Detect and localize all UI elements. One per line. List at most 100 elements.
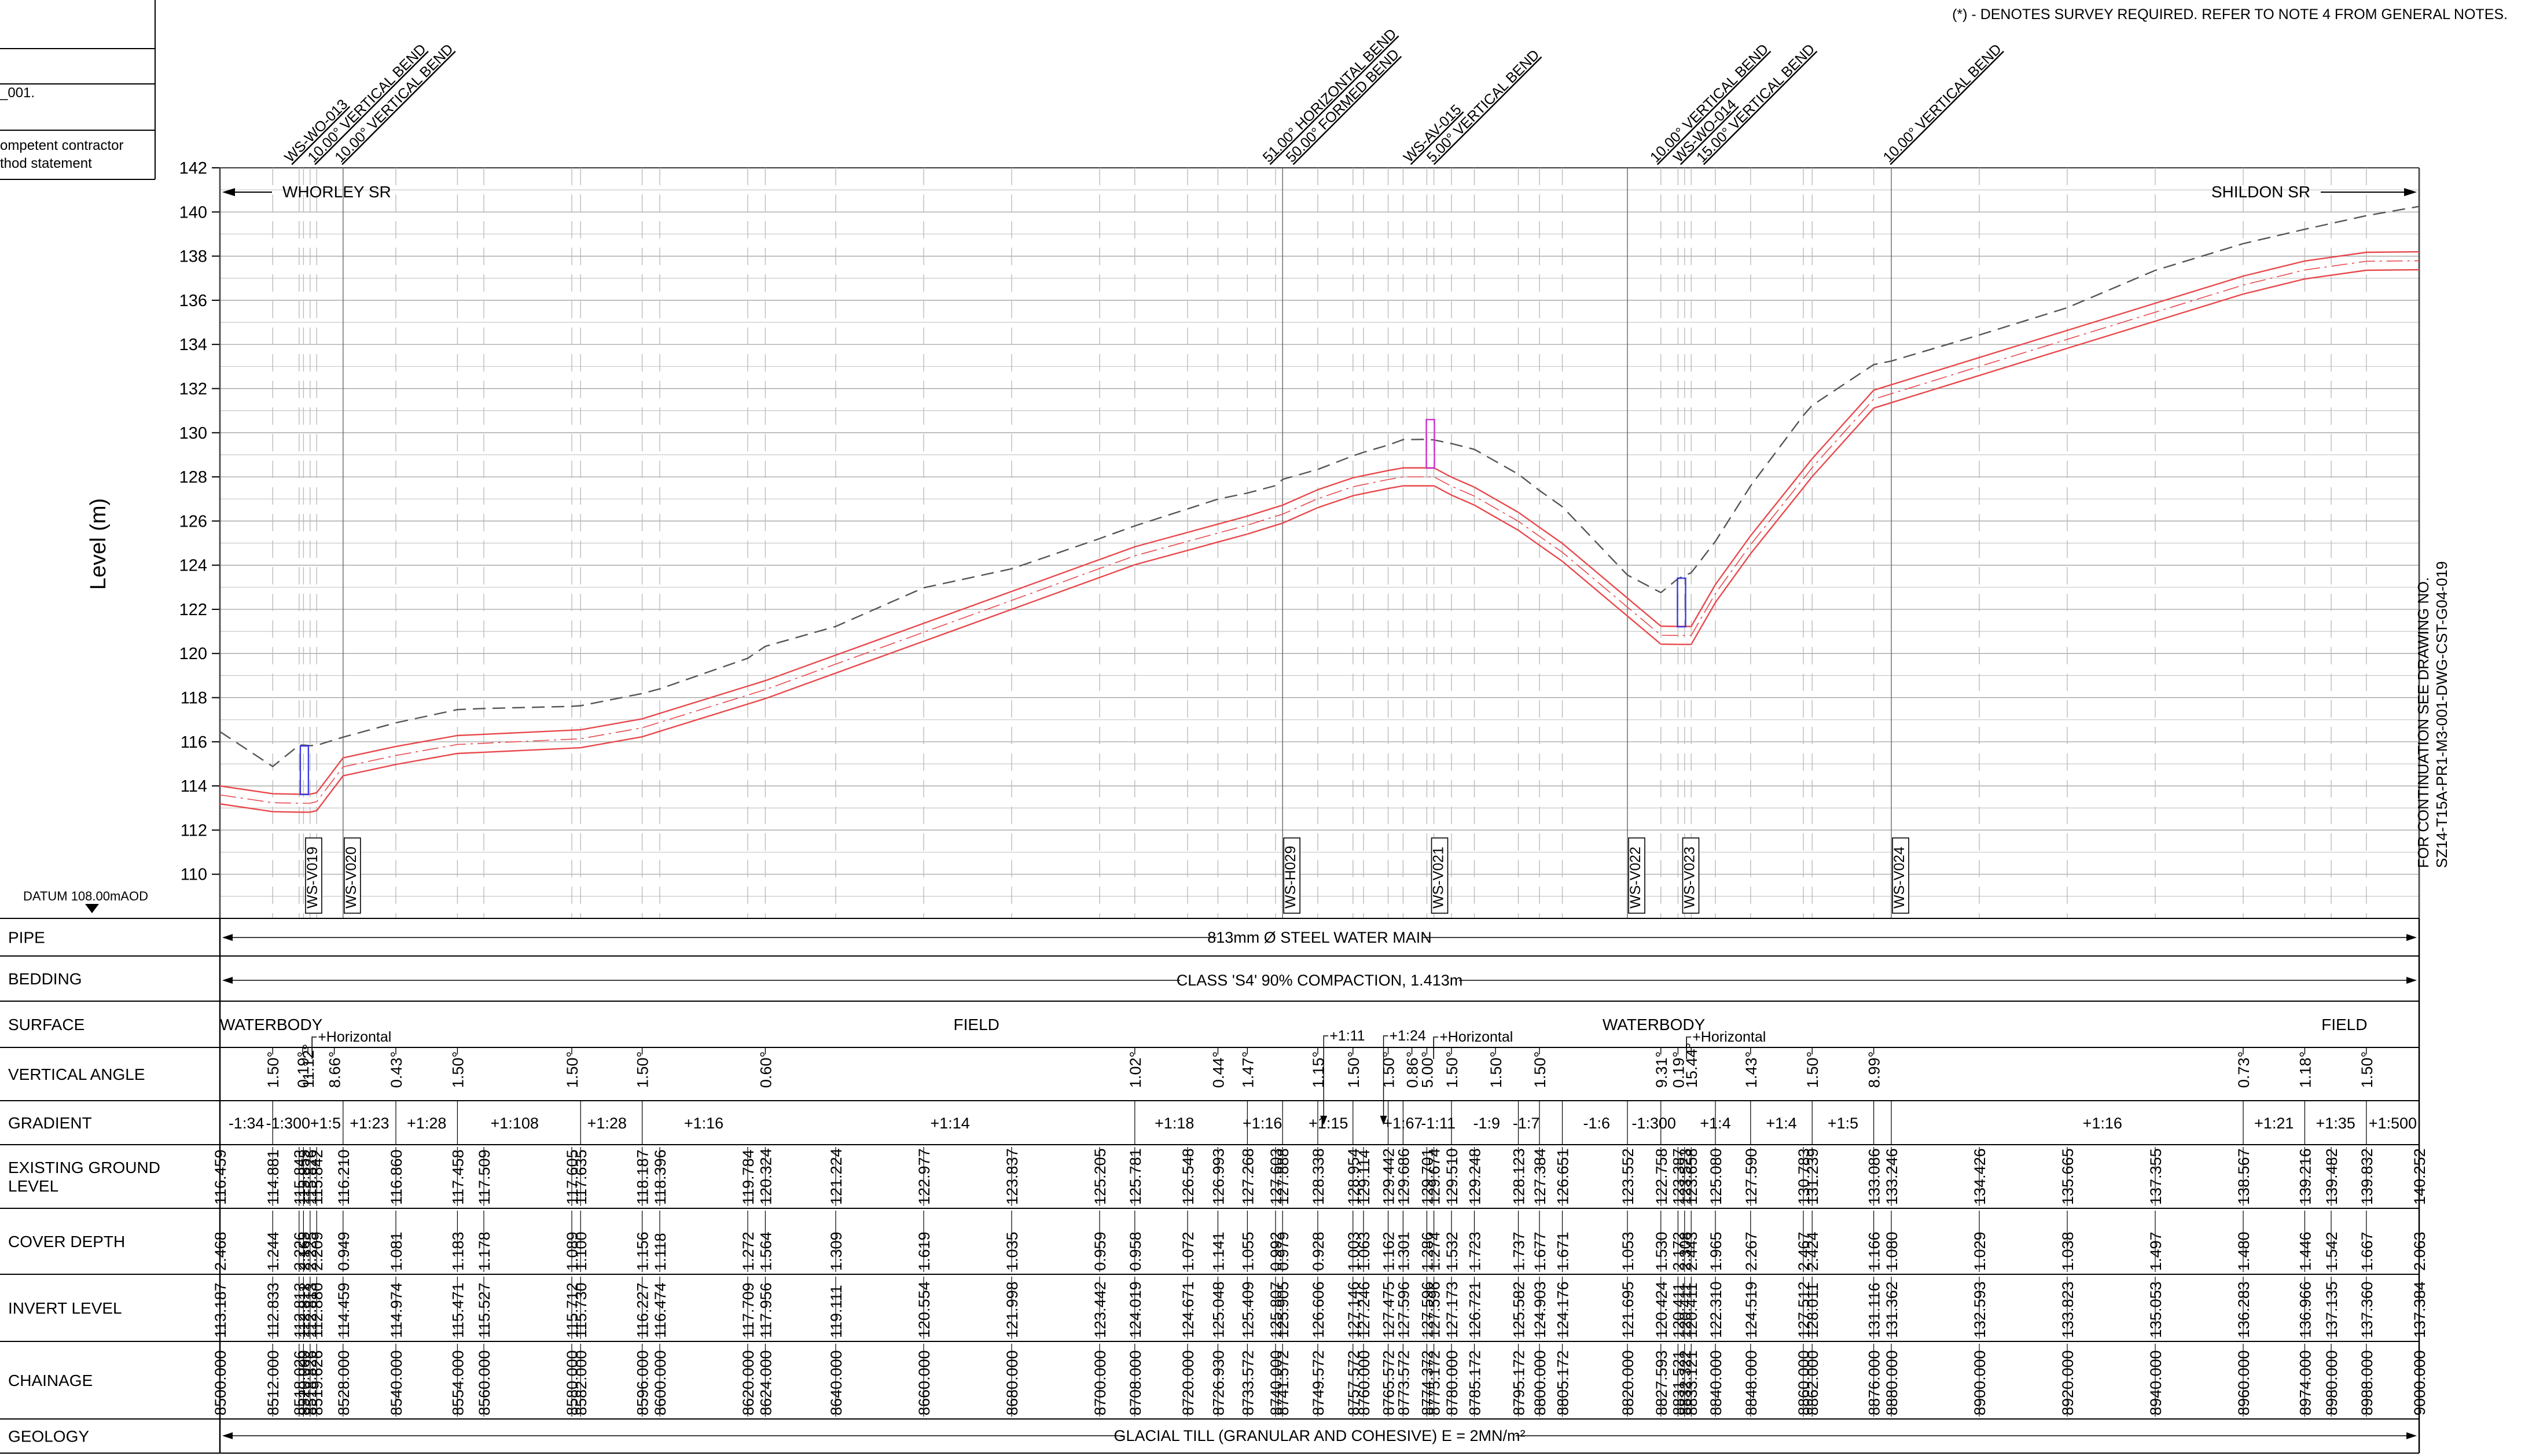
bend-label: 10.00° VERTICAL BEND [1880, 41, 2005, 166]
chainage-value: 8800.000 [1531, 1350, 1549, 1415]
existing_ground-value: 137.355 [2147, 1148, 2164, 1205]
invert_level-value: 112.833 [264, 1282, 282, 1338]
chainage-value: 8740.000 [1267, 1350, 1285, 1415]
invert_level-value: 120.411 [1683, 1282, 1700, 1338]
vangle-value: 1.43° [1743, 1051, 1760, 1088]
chainage-value: 8757.572 [1345, 1350, 1362, 1415]
survey-note: (*) - DENOTES SURVEY REQUIRED. REFER TO … [1952, 6, 2508, 23]
existing_ground-value: 127.603 [1267, 1148, 1285, 1205]
existing_ground-value: 126.993 [1210, 1148, 1227, 1205]
invert_level-value: 120.424 [1653, 1281, 1670, 1338]
y-tick-label: 142 [179, 159, 207, 178]
existing_ground-value: 129.248 [1467, 1148, 1484, 1205]
title-block-line-2: ompetent contractor [0, 138, 123, 153]
chainage-value: 8726.930 [1210, 1350, 1227, 1415]
existing_ground-value: 129.442 [1380, 1148, 1398, 1205]
cover_depth-value: 2.468 [212, 1231, 229, 1271]
cover_depth-value: 0.959 [1092, 1231, 1109, 1271]
chainage-value: 8920.000 [2059, 1350, 2077, 1415]
chainage-value: 8600.000 [652, 1350, 669, 1415]
existing_ground-value: 117.509 [476, 1149, 493, 1205]
chainage-value: 8640.000 [828, 1350, 845, 1415]
existing_ground-value: 123.837 [1004, 1148, 1021, 1205]
cover_depth-value: 1.053 [1619, 1231, 1637, 1271]
cover_depth-value: 1.274 [1426, 1231, 1443, 1271]
gradient-value: +1:4 [1766, 1115, 1796, 1132]
chainage-value: 8720.000 [1179, 1350, 1197, 1415]
chainage-value: 8741.572 [1274, 1350, 1292, 1415]
existing_ground-value: 116.210 [335, 1149, 352, 1205]
chainage-value: 8700.000 [1092, 1350, 1109, 1415]
chainage-value: 8580.000 [564, 1350, 581, 1415]
bend-label: 51.00° HORIZONTAL BEND [1260, 25, 1400, 166]
existing_ground-value: 116.459 [212, 1149, 229, 1205]
invert_level-value: 131.362 [1883, 1281, 1901, 1338]
cover_depth-value: 1.156 [634, 1231, 652, 1271]
invert_level-value: 115.712 [564, 1282, 581, 1338]
chainage-value: 8680.000 [1004, 1350, 1021, 1415]
gradient-value: +1:18 [1155, 1115, 1194, 1132]
existing_ground-value: 139.832 [2358, 1148, 2376, 1205]
invert_level-value: 127.512 [1795, 1281, 1813, 1338]
pipe-soffit-line [219, 251, 2420, 795]
invert_level-value: 114.974 [388, 1282, 405, 1338]
valve-label-box [305, 837, 322, 914]
invert_level-value: 116.227 [634, 1282, 652, 1338]
invert_level-value: 126.721 [1467, 1281, 1484, 1338]
invert_level-value: 125.582 [1511, 1281, 1528, 1338]
existing_ground-value: 134.426 [1971, 1148, 1989, 1205]
cover_depth-value: 1.166 [1866, 1231, 1883, 1271]
existing_ground-value: 129.510 [1443, 1148, 1461, 1205]
invert_level-value: 120.554 [916, 1281, 933, 1338]
existing_ground-value: 118.396 [652, 1149, 669, 1205]
continuation-line-2: SZ14-T15A-PR1-M3-001-DWG-CST-G04-019 [2433, 561, 2450, 868]
cover_depth-value: 2.063 [2411, 1231, 2428, 1271]
chainage-value: 8980.000 [2323, 1350, 2340, 1415]
vangle-value: 15.44° [1683, 1043, 1700, 1088]
chainage-value: 8974.000 [2296, 1350, 2314, 1415]
surface-label: FIELD [954, 1016, 999, 1034]
invert_level-value: 137.384 [2411, 1281, 2428, 1338]
vangle-value: 0.19° [295, 1051, 312, 1088]
chainage-value: 8775.172 [1426, 1350, 1443, 1415]
cover_depth-value: 0.958 [1127, 1231, 1144, 1271]
cover_depth-value: 1.072 [1179, 1231, 1197, 1271]
chainage-value: 8582.000 [572, 1350, 590, 1415]
row-label: LEVEL [8, 1177, 58, 1195]
arrow-right-icon [2406, 934, 2417, 941]
invert_level-value: 125.905 [1274, 1281, 1292, 1338]
vangle-value: 1.50° [1380, 1051, 1398, 1088]
gradient-value: +1:28 [407, 1115, 446, 1132]
valve-label: WS-H029 [1282, 846, 1299, 909]
chainage-value: 8660.000 [916, 1350, 933, 1415]
invert_level-value: 126.606 [1310, 1281, 1327, 1338]
cover_depth-value: 1.162 [1380, 1231, 1398, 1271]
gradient-value: -1:300 [266, 1115, 311, 1132]
chainage-value: 8840.000 [1707, 1350, 1725, 1415]
chainage-value: 8596.000 [634, 1350, 652, 1415]
valve-label-box [1431, 837, 1449, 914]
y-tick-label: 116 [181, 733, 207, 752]
title-block-fragment: _001. ompetent contractor thod statement [0, 0, 156, 180]
invert_level-value: 112.880 [308, 1282, 326, 1338]
surface-label: WATERBODY [1603, 1016, 1706, 1034]
existing_ground-value: 128.338 [1310, 1148, 1327, 1205]
existing_ground-value: 115.843 [291, 1149, 308, 1205]
y-tick-label: 132 [179, 380, 207, 398]
row-label: GRADIENT [8, 1114, 92, 1132]
profile-lines [219, 205, 2420, 813]
gradient-value: +1:15 [1309, 1115, 1348, 1132]
existing_ground-value: 126.548 [1179, 1148, 1197, 1205]
gradient-value: -1:6 [1583, 1115, 1611, 1132]
row-label: COVER DEPTH [8, 1233, 125, 1251]
cover_depth-value: 1.619 [916, 1231, 933, 1271]
bracket-label: +1:24 [1390, 1028, 1426, 1044]
chainage-value: 8805.172 [1555, 1350, 1572, 1415]
continuation-line-1: FOR CONTINUATION SEE DRAWING NO. [2415, 577, 2432, 868]
existing_ground-value: 127.590 [1743, 1148, 1760, 1205]
vangle-value: 1.50° [1443, 1051, 1461, 1088]
horizontal-marker [1433, 1036, 1439, 1059]
valve-label-box [1892, 837, 1909, 914]
y-tick-label: 128 [179, 468, 207, 487]
existing_ground-value: 139.216 [2296, 1148, 2314, 1205]
